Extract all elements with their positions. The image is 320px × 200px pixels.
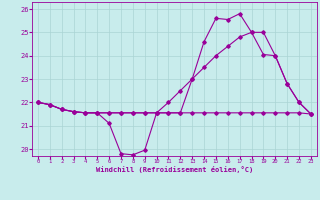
X-axis label: Windchill (Refroidissement éolien,°C): Windchill (Refroidissement éolien,°C) xyxy=(96,166,253,173)
